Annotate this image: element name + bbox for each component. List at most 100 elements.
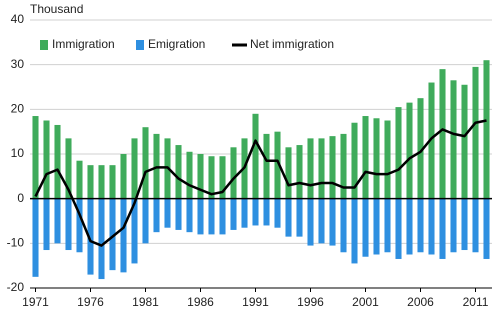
bar — [120, 198, 127, 273]
x-tick-label: 1986 — [187, 295, 214, 309]
bar — [219, 156, 226, 199]
bar — [417, 198, 424, 253]
y-tick-label: 40 — [11, 12, 25, 26]
bar — [296, 198, 303, 237]
bar — [131, 198, 138, 264]
bar — [263, 133, 270, 199]
y-tick-label: -20 — [7, 280, 25, 294]
bar — [197, 198, 204, 235]
x-tick-label: 1991 — [242, 295, 269, 309]
bar — [32, 116, 39, 199]
bar — [483, 60, 490, 199]
bar — [395, 198, 402, 259]
y-unit-label: Thousand — [30, 2, 83, 16]
bar — [241, 198, 248, 228]
bar — [296, 145, 303, 199]
bar — [219, 198, 226, 235]
bar — [263, 198, 270, 226]
bar — [285, 198, 292, 237]
bar — [98, 165, 105, 199]
legend-swatch — [136, 40, 144, 50]
y-tick-label: 20 — [11, 102, 25, 116]
bar — [395, 107, 402, 199]
bar — [175, 198, 182, 230]
y-tick-label: 10 — [11, 146, 25, 160]
bar — [340, 198, 347, 253]
bar — [252, 113, 259, 199]
bar — [329, 136, 336, 199]
bar — [428, 198, 435, 255]
bar — [186, 151, 193, 199]
bar — [384, 198, 391, 253]
bar — [54, 124, 61, 199]
x-tick-label: 1976 — [77, 295, 104, 309]
bar — [318, 138, 325, 199]
bar — [230, 147, 237, 199]
bar — [131, 138, 138, 199]
x-tick-label: 1981 — [132, 295, 159, 309]
bar — [87, 198, 94, 275]
legend-label: Emigration — [148, 37, 205, 51]
bar — [450, 80, 457, 199]
bar — [483, 198, 490, 259]
line — [34, 119, 487, 247]
bar — [252, 198, 259, 226]
bar — [208, 198, 215, 235]
bar — [318, 198, 325, 244]
bar — [197, 154, 204, 199]
bar — [307, 198, 314, 246]
bar — [120, 154, 127, 199]
legend: Immigration Emigration Net immigration — [40, 37, 334, 51]
y-tick-label: -10 — [7, 236, 25, 250]
bar — [472, 66, 479, 199]
bar — [208, 156, 215, 199]
legend-label: Net immigration — [250, 37, 334, 51]
bar — [175, 145, 182, 199]
bar — [142, 198, 149, 244]
bar — [406, 198, 413, 255]
bar — [76, 160, 83, 199]
bar — [43, 120, 50, 199]
bar — [285, 147, 292, 199]
bar — [384, 120, 391, 199]
bar — [32, 198, 39, 277]
bar — [153, 198, 160, 233]
bar — [406, 102, 413, 199]
bar — [340, 133, 347, 199]
bar — [230, 198, 237, 230]
x-tick-label: 2011 — [463, 295, 489, 309]
x-tick-label: 1971 — [22, 295, 49, 309]
legend-swatch — [40, 40, 48, 50]
bar — [439, 69, 446, 199]
bar — [373, 198, 380, 255]
bar — [65, 138, 72, 199]
bar — [43, 198, 50, 251]
bar — [461, 198, 468, 251]
bar — [362, 198, 369, 257]
bar — [362, 116, 369, 199]
x-tick-label: 2006 — [407, 295, 434, 309]
bar — [87, 165, 94, 199]
bar — [428, 82, 435, 199]
bar — [417, 98, 424, 199]
bar — [329, 198, 336, 246]
bar — [65, 198, 72, 251]
bar — [274, 198, 281, 228]
bar — [439, 198, 446, 259]
bar — [76, 198, 83, 253]
bar — [54, 198, 61, 244]
bar — [450, 198, 457, 253]
bar — [274, 131, 281, 199]
y-tick-label: 0 — [17, 191, 24, 205]
y-tick-label: 30 — [11, 57, 25, 71]
bar — [164, 198, 171, 228]
x-tick-label: 2001 — [352, 295, 379, 309]
bar — [373, 118, 380, 199]
bar — [142, 127, 149, 199]
legend-label: Immigration — [52, 37, 115, 51]
bar — [98, 198, 105, 280]
bar — [109, 165, 116, 199]
bar — [461, 84, 468, 199]
bar — [351, 122, 358, 199]
